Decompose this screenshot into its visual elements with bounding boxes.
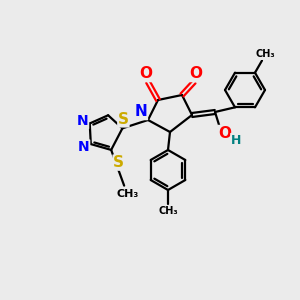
Text: O: O [140, 67, 152, 82]
Text: CH₃: CH₃ [116, 189, 138, 199]
Text: S: S [118, 112, 129, 127]
Text: O: O [218, 125, 232, 140]
Text: N: N [135, 104, 147, 119]
Text: H: H [231, 134, 241, 146]
Text: N: N [78, 140, 90, 154]
Text: CH₃: CH₃ [256, 50, 275, 59]
Text: O: O [190, 67, 202, 82]
Text: CH₃: CH₃ [158, 206, 178, 216]
Text: S: S [113, 155, 124, 170]
Text: N: N [77, 115, 88, 128]
